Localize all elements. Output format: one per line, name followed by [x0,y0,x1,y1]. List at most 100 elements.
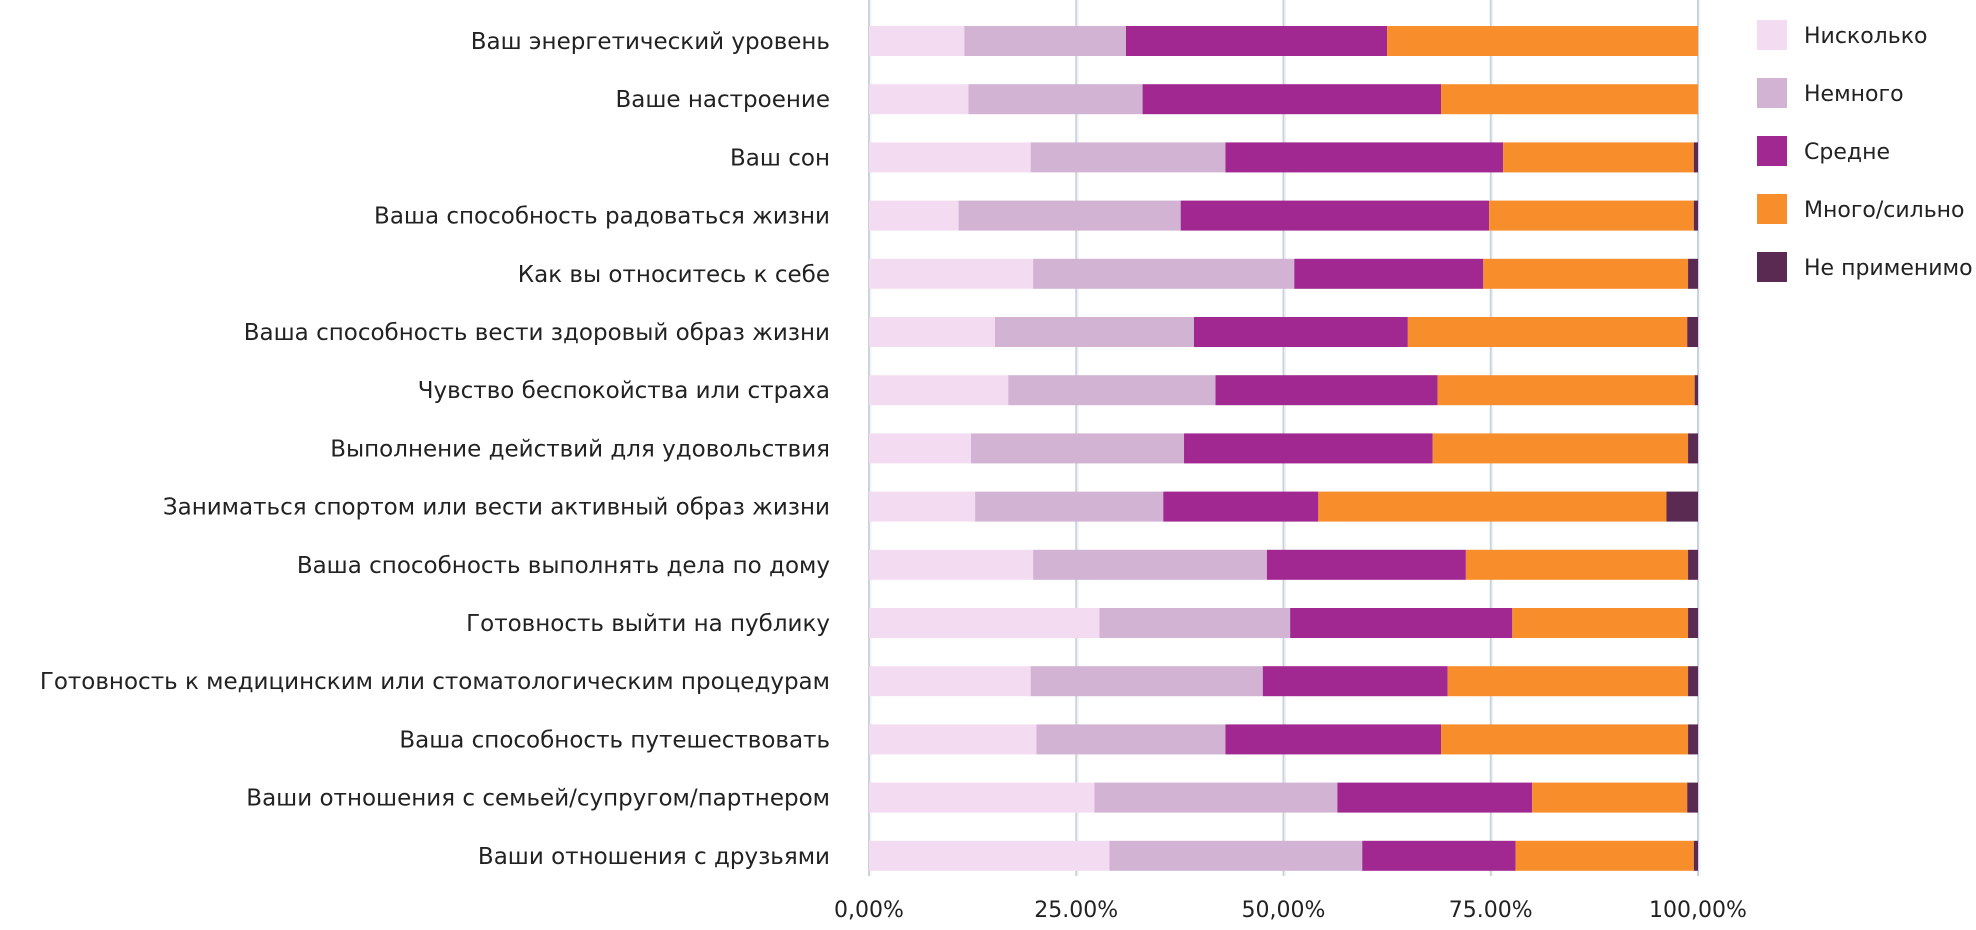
bar-segment [1688,608,1698,638]
bar-segment [1036,724,1226,755]
bar-segment [1033,549,1267,580]
category-label: Ваша способность выполнять дела по дому [297,553,830,579]
bar-segment [1362,840,1516,871]
bar-segment [1688,258,1698,289]
bar-segment [869,724,1037,755]
bar-segment [1441,724,1689,755]
bar-segment [869,258,1034,289]
bar-segment [1512,608,1689,638]
bar-segment [1688,433,1698,464]
legend-swatch [1757,194,1787,224]
bar-segment [995,317,1194,347]
bar-segment [1030,142,1226,173]
bar-segment [1688,666,1698,697]
bar-segment [1266,549,1466,580]
bar-segment [1109,840,1363,871]
bar-segment [869,317,996,347]
legend-label: Немного [1804,82,1904,107]
category-label: Готовность выйти на публику [466,611,830,637]
bar-segment [1503,142,1694,173]
x-tick-label: 100,00% [1649,898,1747,923]
bar-segment [1193,317,1408,347]
x-tick-label: 75.00% [1449,898,1533,923]
legend-label: Нисколько [1804,24,1927,49]
bar-segment [1215,375,1438,406]
bar-segment [1290,608,1513,638]
bar-segment [1432,433,1689,464]
category-label: Ваш сон [730,145,830,171]
bar-segment [869,782,1095,813]
bar-segment [1337,782,1533,813]
bar-segment [1688,549,1698,580]
category-label: Выполнение действий для удовольствия [330,436,830,462]
bar-segment [1447,666,1689,697]
bar-segment [869,84,969,115]
category-label: Ваше настроение [615,87,830,113]
bar-segment [1225,142,1504,173]
legend-label: Не применимо [1804,256,1973,281]
legend-swatch [1757,20,1787,50]
bar-segment [1094,782,1338,813]
bar-segment [1184,433,1433,464]
bar-segment [1694,375,1698,406]
category-label: Ваши отношения с друзьями [478,844,830,870]
bar-segment [1666,491,1698,522]
bar-segment [1483,258,1689,289]
legend-swatch [1757,136,1787,166]
bar-segment [869,200,959,231]
category-label: Заниматься спортом или вести активный об… [163,495,830,521]
bar-segment [1688,724,1698,755]
bar-segment [1687,317,1698,347]
bar-segment [869,375,1009,406]
bar-segment [869,549,1034,580]
bar-segment [869,491,976,522]
x-axis-ticks: 0,00% 25.00% 50,00% 75.00% 100,00% [834,898,1747,923]
bar-segment [1693,840,1698,871]
category-label: Как вы относитесь к себе [518,262,830,288]
bar-segment [1318,491,1667,522]
bar-segment [1532,782,1688,813]
x-tick-label: 25.00% [1034,898,1118,923]
legend-swatch [1757,78,1787,108]
bar-segment [1687,782,1698,813]
bar-segment [1099,608,1291,638]
category-labels: Ваш энергетический уровень Ваше настроени… [40,29,830,870]
legend-swatch [1757,252,1787,282]
category-label: Ваша способность вести здоровый образ жи… [244,320,830,346]
bar-segment [1489,200,1694,231]
category-label: Ваша способность радоваться жизни [374,204,830,230]
x-tick-label: 50,00% [1242,898,1326,923]
bar-segment [869,840,1110,871]
bar-segment [1180,200,1490,231]
bar-segment [970,433,1185,464]
bar-segment [1693,142,1698,173]
bar-segment [1437,375,1695,406]
bar-segment [1033,258,1295,289]
bar-segment [975,491,1164,522]
bar-segment [964,26,1126,56]
category-label: Чувство беспокойства или страха [418,378,830,404]
bar-segment [1465,549,1689,580]
category-label: Готовность к медицинским или стоматологи… [40,669,830,695]
legend-label: Много/сильно [1804,198,1965,223]
bar-segment [1515,840,1694,871]
bar-segment [1163,491,1319,522]
bar-segment [958,200,1181,231]
bar-segment [1142,84,1442,115]
bar-segment [869,26,965,56]
bar-segment [1262,666,1448,697]
bars [869,26,1698,871]
bar-segment [869,608,1100,638]
bar-segment [968,84,1143,115]
bar-segment [1693,200,1698,231]
bar-segment [869,666,1031,697]
bar-segment [1125,26,1388,56]
bar-segment [1441,84,1698,115]
bar-segment [1294,258,1484,289]
category-label: Ваши отношения с семьей/супругом/партнер… [246,786,830,812]
bar-segment [1008,375,1216,406]
bar-segment [1387,26,1698,56]
category-label: Ваша способность путешествовать [399,727,830,753]
